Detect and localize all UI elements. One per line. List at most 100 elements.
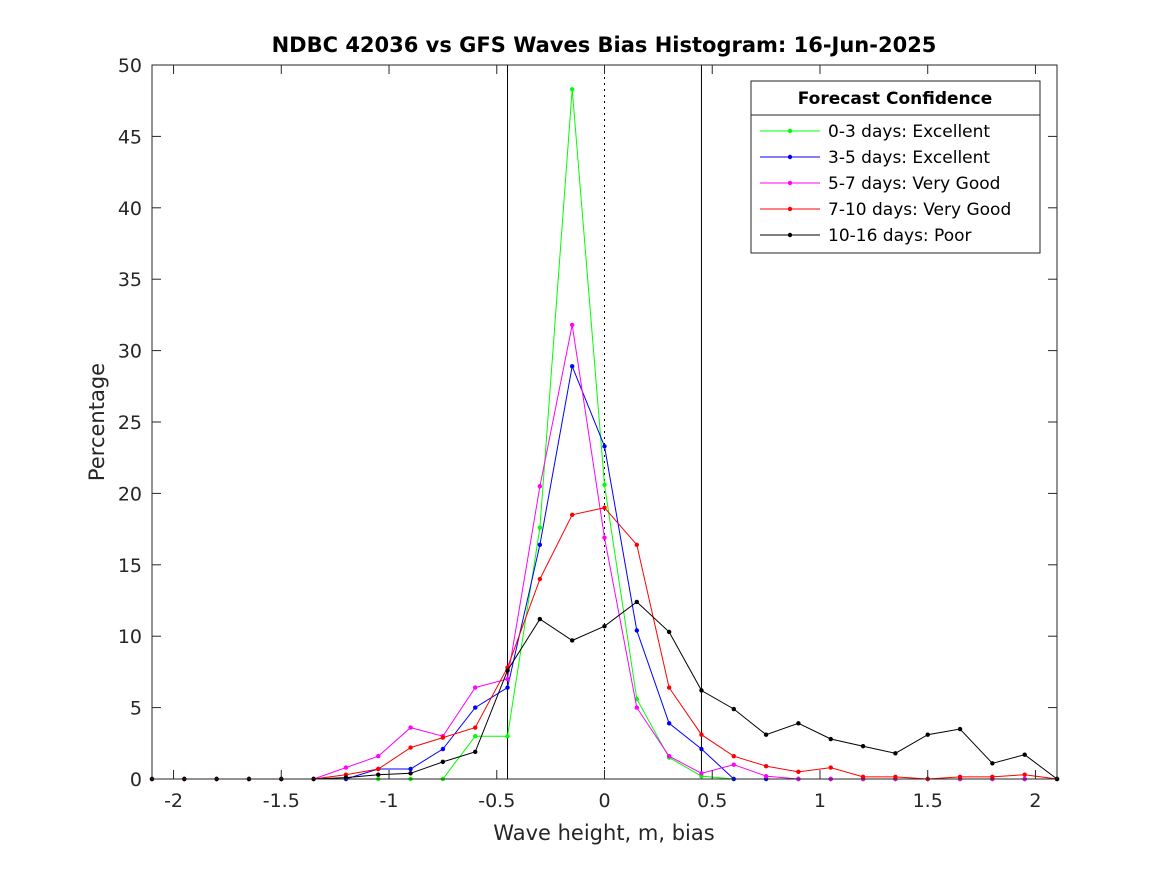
data-point — [731, 762, 736, 767]
data-point — [1022, 752, 1027, 757]
data-point — [440, 735, 446, 740]
data-point — [634, 599, 640, 605]
data-point — [473, 749, 478, 755]
data-point — [828, 736, 833, 742]
y-axis-label: Percentage — [85, 363, 109, 481]
legend-swatch-marker — [787, 128, 793, 134]
data-point — [666, 721, 672, 726]
data-point — [505, 685, 510, 690]
legend-label: 5-7 days: Very Good — [828, 174, 1000, 194]
y-tick-label: 0 — [130, 769, 142, 791]
legend-items: 0-3 days: Excellent 3-5 days: Excellent 5-… — [760, 122, 1011, 246]
data-point — [602, 624, 607, 629]
data-point — [473, 733, 478, 739]
legend-label: 0-3 days: Excellent — [828, 122, 990, 142]
data-point — [957, 726, 963, 732]
data-point — [634, 628, 640, 633]
legend-item-3: 7-10 days: Very Good — [760, 200, 1011, 220]
data-point — [537, 525, 543, 530]
data-point — [990, 761, 995, 766]
data-point — [796, 769, 801, 775]
x-tick-label: -0.5 — [478, 790, 515, 812]
data-point — [602, 535, 607, 540]
data-point — [602, 482, 607, 488]
data-point — [634, 542, 640, 548]
y-tick-label: 15 — [118, 555, 142, 577]
data-point — [408, 745, 413, 750]
y-tick-label: 30 — [118, 341, 142, 363]
data-point — [408, 771, 413, 776]
data-point — [990, 774, 995, 780]
y-tick-label: 50 — [118, 55, 142, 77]
data-point — [569, 512, 575, 518]
legend-item-4: 10-16 days: Poor — [760, 226, 972, 246]
legend-swatch-marker — [787, 154, 793, 160]
data-point — [731, 706, 736, 712]
data-point — [473, 685, 478, 690]
legend-item-2: 5-7 days: Very Good — [760, 174, 1000, 194]
data-point — [699, 771, 704, 776]
data-point — [440, 746, 446, 752]
data-point — [440, 759, 446, 765]
data-point — [376, 753, 381, 759]
data-point — [408, 766, 413, 772]
data-point — [763, 773, 769, 779]
data-point — [763, 732, 769, 737]
y-tick-label: 20 — [118, 483, 142, 505]
data-point — [860, 774, 866, 780]
axes-layer: -2 -1.5 -1 -0.5 0 0.5 1 1.5 20510152025303540455… — [118, 55, 1058, 812]
legend: Forecast Confidence 0-3 days: Excellent 3… — [750, 80, 1041, 254]
reference-lines — [507, 65, 702, 779]
data-point — [699, 688, 704, 693]
data-point — [602, 444, 607, 449]
data-point — [925, 732, 930, 737]
data-point — [763, 763, 769, 769]
data-point — [569, 322, 575, 328]
y-tick-label: 45 — [118, 126, 142, 148]
data-point — [666, 753, 672, 759]
data-point — [343, 765, 349, 770]
data-point — [666, 629, 672, 635]
data-point — [796, 721, 801, 726]
data-point — [893, 751, 898, 756]
x-tick-label: 1.5 — [913, 790, 943, 812]
data-point — [569, 87, 575, 92]
data-point — [473, 705, 478, 710]
data-point — [731, 753, 736, 759]
data-point — [537, 484, 543, 489]
legend-title: Forecast Confidence — [798, 89, 993, 109]
data-point — [376, 766, 381, 772]
legend-box — [750, 80, 1041, 254]
x-tick-label: 1 — [814, 790, 826, 812]
legend-swatch-marker — [787, 232, 793, 238]
legend-label: 7-10 days: Very Good — [828, 200, 1011, 220]
data-point — [634, 705, 640, 710]
legend-label: 3-5 days: Excellent — [828, 148, 990, 168]
legend-label: 10-16 days: Poor — [828, 226, 972, 246]
data-point — [957, 774, 963, 780]
data-point — [569, 364, 575, 369]
legend-item-0: 0-3 days: Excellent — [760, 122, 990, 142]
data-point — [408, 725, 413, 730]
data-point — [505, 668, 510, 673]
x-tick-label: 2 — [1029, 790, 1041, 812]
data-point — [860, 743, 866, 749]
data-point — [376, 772, 381, 777]
x-tick-label: 0 — [598, 790, 610, 812]
x-axis-label: Wave height, m, bias — [493, 821, 714, 845]
data-point — [699, 746, 704, 752]
legend-swatch-marker — [787, 206, 793, 212]
y-tick-label: 35 — [118, 269, 142, 291]
data-point — [828, 765, 833, 770]
x-tick-label: -2 — [164, 790, 183, 812]
data-point — [505, 733, 510, 739]
y-tick-label: 25 — [118, 412, 142, 434]
data-point — [1022, 772, 1027, 777]
data-point — [505, 676, 510, 682]
data-point — [893, 774, 898, 780]
legend-item-1: 3-5 days: Excellent — [760, 148, 990, 168]
x-tick-label: 0.5 — [697, 790, 727, 812]
data-point — [473, 725, 478, 730]
